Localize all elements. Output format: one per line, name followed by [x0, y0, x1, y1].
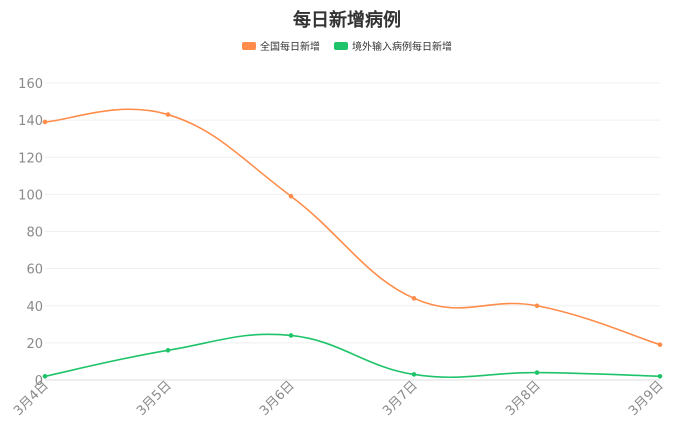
data-point-1-1[interactable]	[165, 348, 171, 353]
y-tick-label-0: 0	[35, 374, 43, 389]
x-axis: 3月4日 3月5日 3月6日 3月7日 3月8日 3月9日	[11, 378, 667, 419]
data-point-0-4[interactable]	[534, 303, 540, 309]
chart-legend: 全国每日新增 境外输入病例每日新增	[0, 38, 694, 53]
series-line-1[interactable]	[44, 333, 661, 379]
x-tick-label-2: 3月6日	[257, 378, 298, 419]
data-point-1-2[interactable]	[288, 333, 294, 338]
x-tick-label-1: 3月5日	[134, 378, 175, 419]
y-tick-label-160: 160	[18, 77, 43, 92]
y-tick-label-100: 100	[18, 188, 43, 203]
data-point-1-4[interactable]	[534, 370, 540, 375]
data-point-0-1[interactable]	[165, 112, 171, 117]
x-tick-label-3: 3月7日	[380, 378, 421, 419]
y-tick-label-140: 140	[18, 114, 43, 129]
series-group	[42, 108, 663, 379]
y-tick-label-40: 40	[26, 300, 43, 315]
y-tick-label-60: 60	[26, 263, 43, 278]
grid-lines	[45, 82, 660, 381]
x-tick-label-0: 3月4日	[11, 378, 52, 419]
x-tick-label-5: 3月9日	[626, 378, 667, 419]
data-point-1-5[interactable]	[657, 373, 663, 379]
y-tick-label-20: 20	[26, 337, 43, 352]
legend-label-imported: 境外输入病例每日新增	[352, 42, 452, 53]
legend-label-national: 全国每日新增	[260, 42, 320, 53]
data-point-0-2[interactable]	[288, 193, 294, 199]
legend-swatch-imported	[334, 41, 348, 50]
legend-swatch-national	[242, 41, 256, 50]
y-tick-label-80: 80	[26, 226, 43, 241]
data-point-0-5[interactable]	[657, 342, 663, 348]
data-point-0-0[interactable]	[42, 119, 48, 125]
legend-item-national[interactable]: 全国每日新增	[242, 38, 320, 53]
chart-title: 每日新增病例	[293, 10, 401, 31]
y-tick-label-120: 120	[18, 151, 43, 166]
y-axis: 0 20 40 60 80 100 120 140 160	[18, 77, 43, 389]
data-point-0-3[interactable]	[411, 296, 417, 301]
series-line-0[interactable]	[44, 108, 661, 346]
data-point-1-0[interactable]	[42, 373, 48, 379]
data-point-1-3[interactable]	[411, 372, 417, 377]
x-tick-label-4: 3月8日	[503, 378, 544, 419]
legend-item-imported[interactable]: 境外输入病例每日新增	[334, 38, 452, 53]
